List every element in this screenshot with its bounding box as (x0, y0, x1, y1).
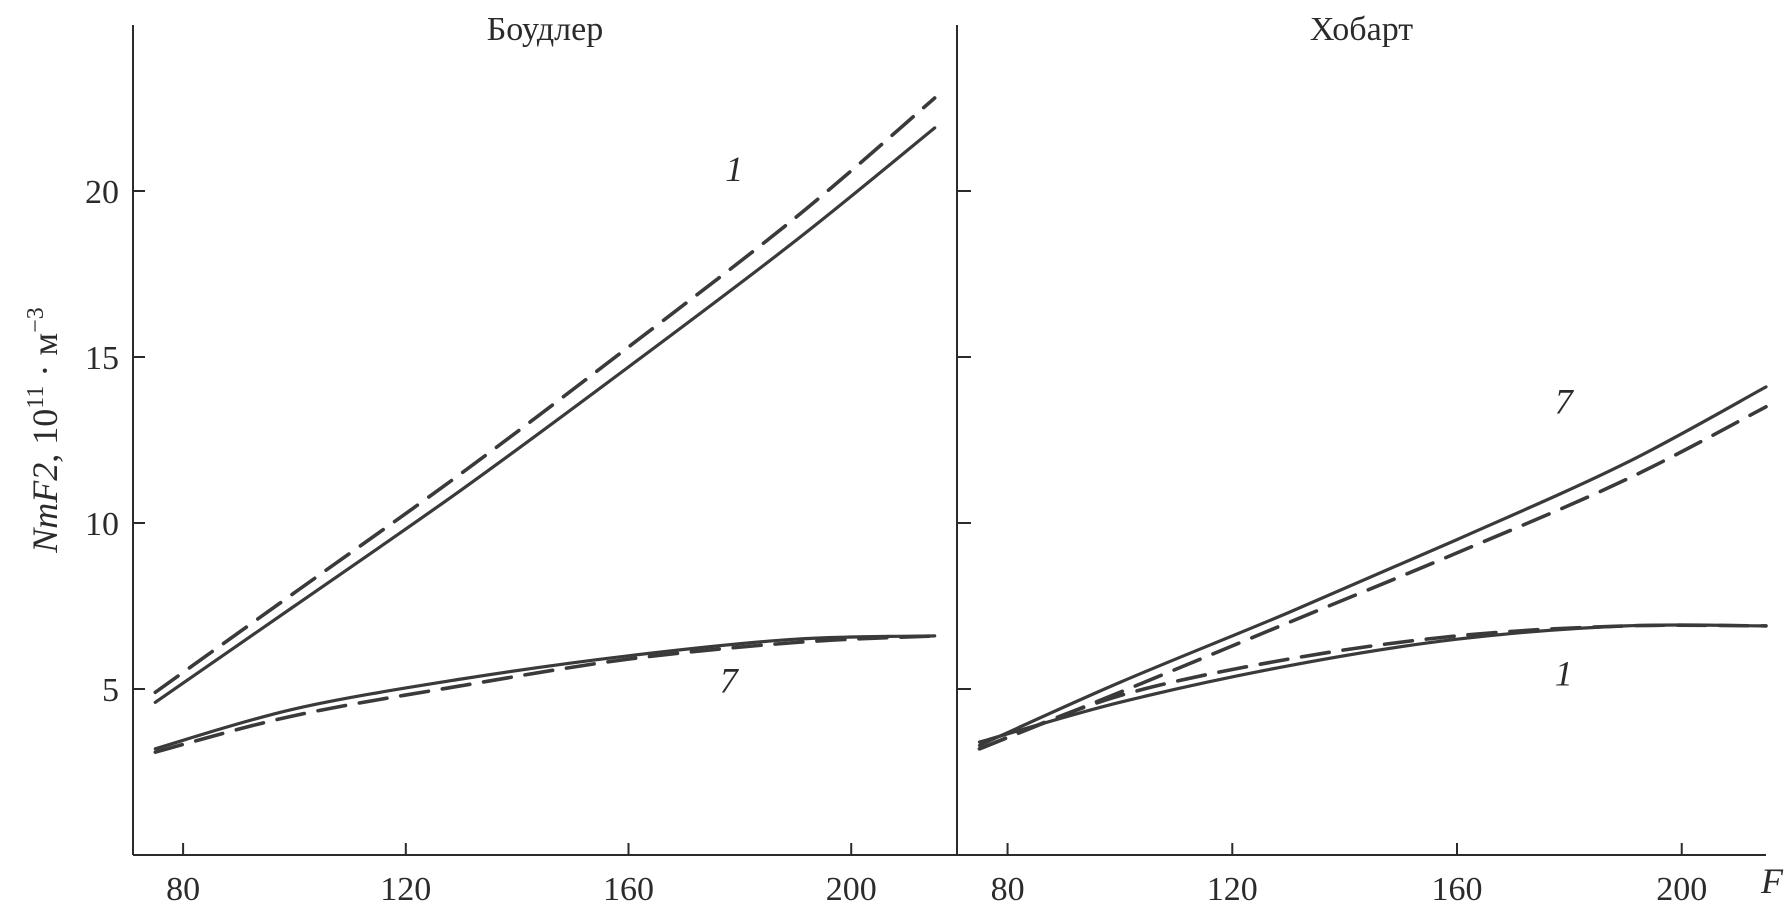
series-b1-solid (153, 126, 937, 704)
y-tick-label-10: 10 (85, 506, 119, 543)
y-axis-label-dot: · м (25, 333, 65, 386)
y-axis-label-exp1: 11 (23, 386, 49, 409)
series-b7-solid (153, 634, 937, 751)
x-tick-label-1-80: 80 (991, 871, 1025, 908)
curve-label-0-0: 1 (725, 149, 743, 189)
y-axis-label-rest: , 10 (25, 409, 65, 463)
x-axis-label: F (1760, 861, 1784, 901)
y-tick-label-20: 20 (85, 174, 119, 211)
curve-label-1-0: 7 (1555, 381, 1575, 421)
x-tick-label-1-200: 200 (1656, 871, 1707, 908)
series-b7-dashed (153, 634, 937, 754)
x-tick-label-0-120: 120 (380, 871, 431, 908)
curve-label-1-1: 1 (1555, 654, 1573, 694)
series-b1-dashed (153, 96, 937, 695)
series-h1-dashed (977, 623, 1768, 751)
panel-title-1: Хобарт (1310, 11, 1413, 48)
y-axis-label: NmF2, 1011 · м−3 (23, 307, 65, 553)
curve-label-0-1: 7 (720, 660, 740, 700)
panel-title-0: Боудлер (487, 11, 603, 48)
x-tick-label-0-160: 160 (603, 871, 654, 908)
series-h7-dashed (977, 405, 1768, 751)
panel-boudler: 5 10 15 20 80 120 160 200 Боудлер 1 7 (85, 11, 957, 908)
x-tick-label-0-200: 200 (826, 871, 877, 908)
y-tick-label-15: 15 (85, 340, 119, 377)
series-h7-solid (977, 385, 1768, 747)
x-tick-label-1-160: 160 (1432, 871, 1483, 908)
panel-hobart: 80 120 160 200 Хобарт 7 1 (956, 11, 1768, 908)
y-axis-label-main: NmF2 (25, 463, 65, 554)
series-h1-solid (977, 623, 1768, 744)
y-tick-label-5: 5 (102, 672, 119, 709)
y-axis-label-exp2: −3 (23, 307, 49, 333)
x-tick-label-0-80: 80 (166, 871, 200, 908)
x-tick-label-1-120: 120 (1207, 871, 1258, 908)
